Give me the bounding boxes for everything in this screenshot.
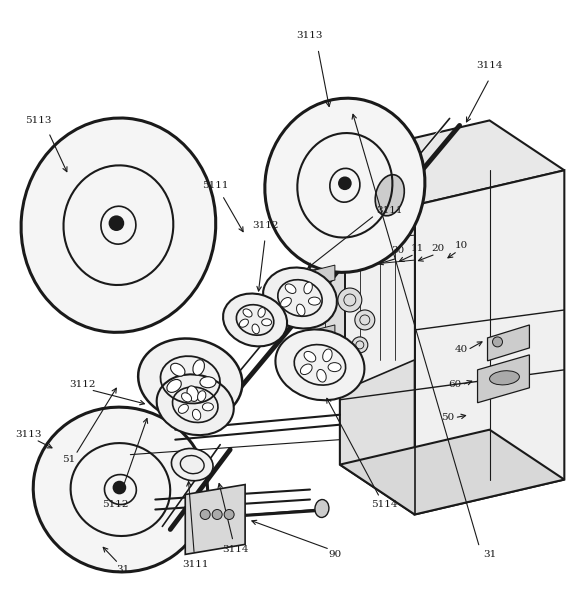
Ellipse shape <box>193 359 204 375</box>
Text: 5114: 5114 <box>372 500 398 509</box>
Ellipse shape <box>171 448 213 481</box>
Ellipse shape <box>265 98 425 272</box>
Text: 3111: 3111 <box>376 206 403 215</box>
Ellipse shape <box>33 407 208 572</box>
Text: 50: 50 <box>441 413 455 422</box>
Ellipse shape <box>296 304 305 316</box>
Text: 3111: 3111 <box>182 560 208 569</box>
Text: 11: 11 <box>411 244 424 253</box>
Polygon shape <box>340 121 565 205</box>
Circle shape <box>352 337 368 353</box>
Polygon shape <box>340 430 565 514</box>
Circle shape <box>338 288 362 312</box>
Ellipse shape <box>138 338 242 421</box>
Ellipse shape <box>182 393 192 402</box>
Text: 40: 40 <box>455 346 468 355</box>
Circle shape <box>339 177 351 189</box>
Text: 3114: 3114 <box>477 61 503 70</box>
Ellipse shape <box>223 293 287 346</box>
Ellipse shape <box>258 308 265 317</box>
Text: 3114: 3114 <box>222 545 248 554</box>
Ellipse shape <box>243 309 252 317</box>
Circle shape <box>200 509 210 520</box>
Polygon shape <box>488 325 529 361</box>
Circle shape <box>113 482 126 494</box>
Text: 60: 60 <box>448 380 461 389</box>
Polygon shape <box>185 485 245 554</box>
Text: 3112: 3112 <box>252 221 278 230</box>
Polygon shape <box>315 295 335 315</box>
Ellipse shape <box>171 364 185 376</box>
Text: 30: 30 <box>391 245 404 254</box>
Ellipse shape <box>281 298 291 307</box>
Text: 5113: 5113 <box>25 116 52 125</box>
Ellipse shape <box>323 349 332 362</box>
Polygon shape <box>345 205 415 390</box>
Ellipse shape <box>239 319 248 327</box>
Ellipse shape <box>252 324 259 334</box>
Polygon shape <box>415 170 565 514</box>
Ellipse shape <box>203 403 214 411</box>
Ellipse shape <box>315 500 329 517</box>
Polygon shape <box>310 205 345 390</box>
Circle shape <box>224 509 234 520</box>
Text: 31: 31 <box>483 550 496 559</box>
Ellipse shape <box>328 362 341 371</box>
Text: 51: 51 <box>62 455 75 464</box>
Ellipse shape <box>304 282 312 294</box>
Ellipse shape <box>187 386 199 401</box>
Text: 3112: 3112 <box>69 380 96 389</box>
Text: 90: 90 <box>328 550 342 559</box>
Ellipse shape <box>263 268 337 328</box>
Text: 10: 10 <box>455 241 468 250</box>
Ellipse shape <box>200 377 216 388</box>
Text: 3113: 3113 <box>16 430 42 439</box>
Text: 5112: 5112 <box>102 500 129 509</box>
Ellipse shape <box>197 391 206 401</box>
Ellipse shape <box>276 329 364 400</box>
Ellipse shape <box>375 175 404 216</box>
Ellipse shape <box>309 297 320 305</box>
Ellipse shape <box>490 371 519 385</box>
Text: 5111: 5111 <box>202 181 229 190</box>
Polygon shape <box>478 355 529 403</box>
Ellipse shape <box>21 118 216 332</box>
Circle shape <box>493 337 503 347</box>
Polygon shape <box>315 265 335 285</box>
Circle shape <box>109 216 123 230</box>
Ellipse shape <box>157 374 234 435</box>
Circle shape <box>355 310 375 330</box>
Polygon shape <box>340 155 415 514</box>
Ellipse shape <box>167 379 181 392</box>
Ellipse shape <box>192 409 201 420</box>
Circle shape <box>212 509 222 520</box>
Ellipse shape <box>317 370 326 382</box>
Text: 31: 31 <box>116 565 129 574</box>
Text: 3113: 3113 <box>296 31 323 40</box>
Ellipse shape <box>304 352 316 362</box>
Polygon shape <box>310 175 415 235</box>
Ellipse shape <box>301 364 312 374</box>
Ellipse shape <box>262 319 272 326</box>
Ellipse shape <box>285 284 296 293</box>
Polygon shape <box>315 325 335 345</box>
Ellipse shape <box>178 404 188 413</box>
Text: 20: 20 <box>431 244 444 253</box>
